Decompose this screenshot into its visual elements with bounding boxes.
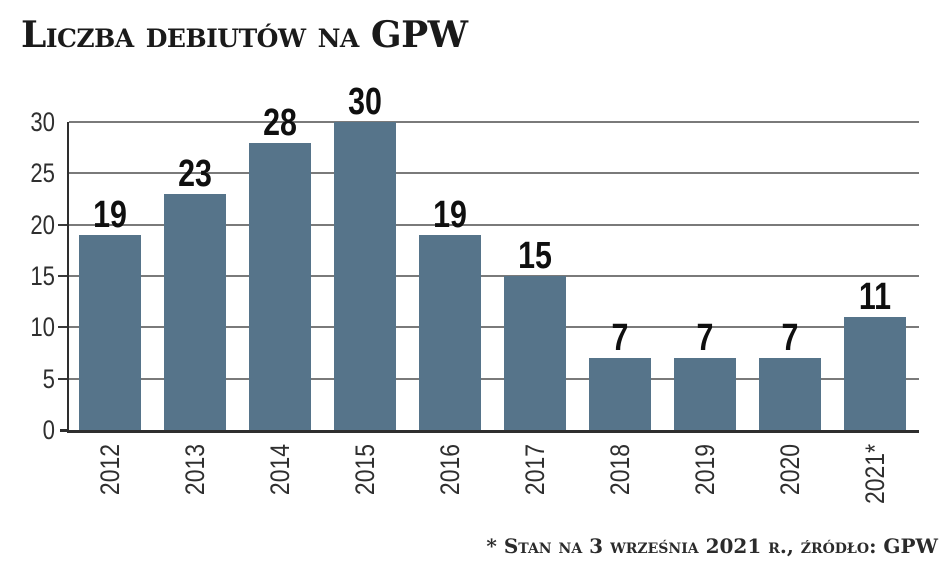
value-label-2021*: 11 (858, 276, 892, 318)
y-axis-label-5: 5 (42, 363, 55, 394)
y-tick-15 (58, 275, 67, 277)
x-axis-label-2015: 2015 (350, 444, 380, 496)
bar-2015 (334, 122, 396, 430)
y-axis-label-30: 30 (30, 107, 55, 137)
plot-area: 19 23 28 30 19 15 7 7 7 11 (67, 83, 919, 433)
bar-2013 (164, 194, 226, 430)
bar-2018 (589, 358, 651, 430)
value-label-2012: 19 (93, 194, 127, 236)
gridline-30 (69, 121, 919, 123)
value-label-2015: 30 (348, 81, 382, 123)
y-tick-5 (58, 377, 67, 380)
y-axis-label-10: 10 (30, 312, 55, 343)
x-axis-label-2019: 2019 (690, 444, 720, 496)
y-tick-0 (60, 429, 67, 432)
x-axis-label-2012: 2012 (95, 444, 125, 496)
y-axis-label-25: 25 (30, 158, 55, 189)
x-axis-label-2016: 2016 (435, 444, 465, 496)
source-footnote: * Stan na 3 września 2021 r., źródło: GP… (486, 534, 938, 558)
value-label-2020: 7 (781, 317, 799, 359)
gridline-25 (69, 172, 919, 175)
bar-2020 (759, 358, 821, 430)
x-axis-label-2014: 2014 (265, 444, 295, 496)
y-axis-label-15: 15 (30, 261, 55, 291)
gridline-5 (69, 377, 919, 380)
gridline-20 (69, 223, 919, 226)
x-axis-label-2020: 2020 (775, 444, 805, 496)
bar-2014 (249, 143, 311, 430)
y-axis-label-20: 20 (30, 209, 55, 240)
bar-2017 (504, 276, 566, 430)
y-tick-20 (58, 223, 67, 226)
y-tick-10 (58, 326, 67, 329)
value-label-2018: 7 (611, 317, 629, 359)
bar-2012 (79, 235, 141, 430)
gridline-10 (69, 326, 919, 329)
value-label-2017: 15 (518, 235, 552, 277)
y-axis-label-0: 0 (42, 415, 55, 445)
value-label-2013: 23 (178, 153, 212, 195)
bar-2019 (674, 358, 736, 430)
x-axis-label-2018: 2018 (605, 444, 635, 496)
x-axis-label-2021: 2021* (860, 444, 890, 504)
gridline-15 (69, 275, 919, 277)
bar-2016 (419, 235, 481, 430)
value-label-2016: 19 (433, 194, 467, 236)
value-label-2014: 28 (263, 102, 297, 144)
x-axis-label-2013: 2013 (180, 444, 210, 496)
x-axis-label-2017: 2017 (520, 444, 550, 496)
value-label-2019: 7 (696, 317, 714, 359)
chart-title: Liczba debiutów na GPW (21, 14, 468, 56)
bar-2021* (844, 317, 906, 430)
